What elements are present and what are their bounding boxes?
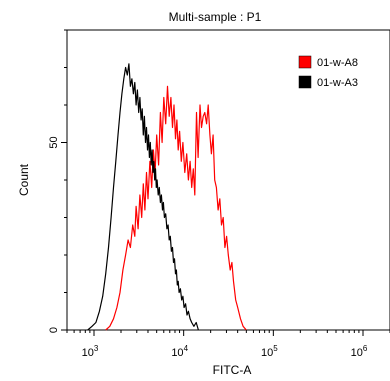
y-axis-ticks: 0 50 <box>48 29 67 333</box>
y-tick-label: 0 <box>48 327 60 333</box>
legend: 01-w-A8 01-w-A3 <box>298 55 358 89</box>
x-tick-label: 103 <box>82 344 99 359</box>
x-tick-label: 106 <box>351 344 368 359</box>
legend-swatch <box>298 55 312 69</box>
series-layer <box>87 63 247 331</box>
x-tick-label: 104 <box>171 344 188 359</box>
legend-label: 01-w-A8 <box>317 57 358 69</box>
x-axis-ticks: 103 104 105 106 <box>66 330 390 359</box>
x-tick-label: 105 <box>261 344 278 359</box>
legend-swatch <box>298 75 312 89</box>
x-axis-label: FITC-A <box>213 363 252 377</box>
series-line-01-w-A3 <box>87 63 199 331</box>
plot-frame <box>66 29 390 331</box>
y-tick-label: 50 <box>48 136 60 148</box>
series-line-01-w-A8 <box>105 85 247 331</box>
y-axis-label: Count <box>17 163 31 196</box>
chart-title: Multi-sample : P1 <box>169 10 262 24</box>
legend-label: 01-w-A3 <box>317 77 358 89</box>
